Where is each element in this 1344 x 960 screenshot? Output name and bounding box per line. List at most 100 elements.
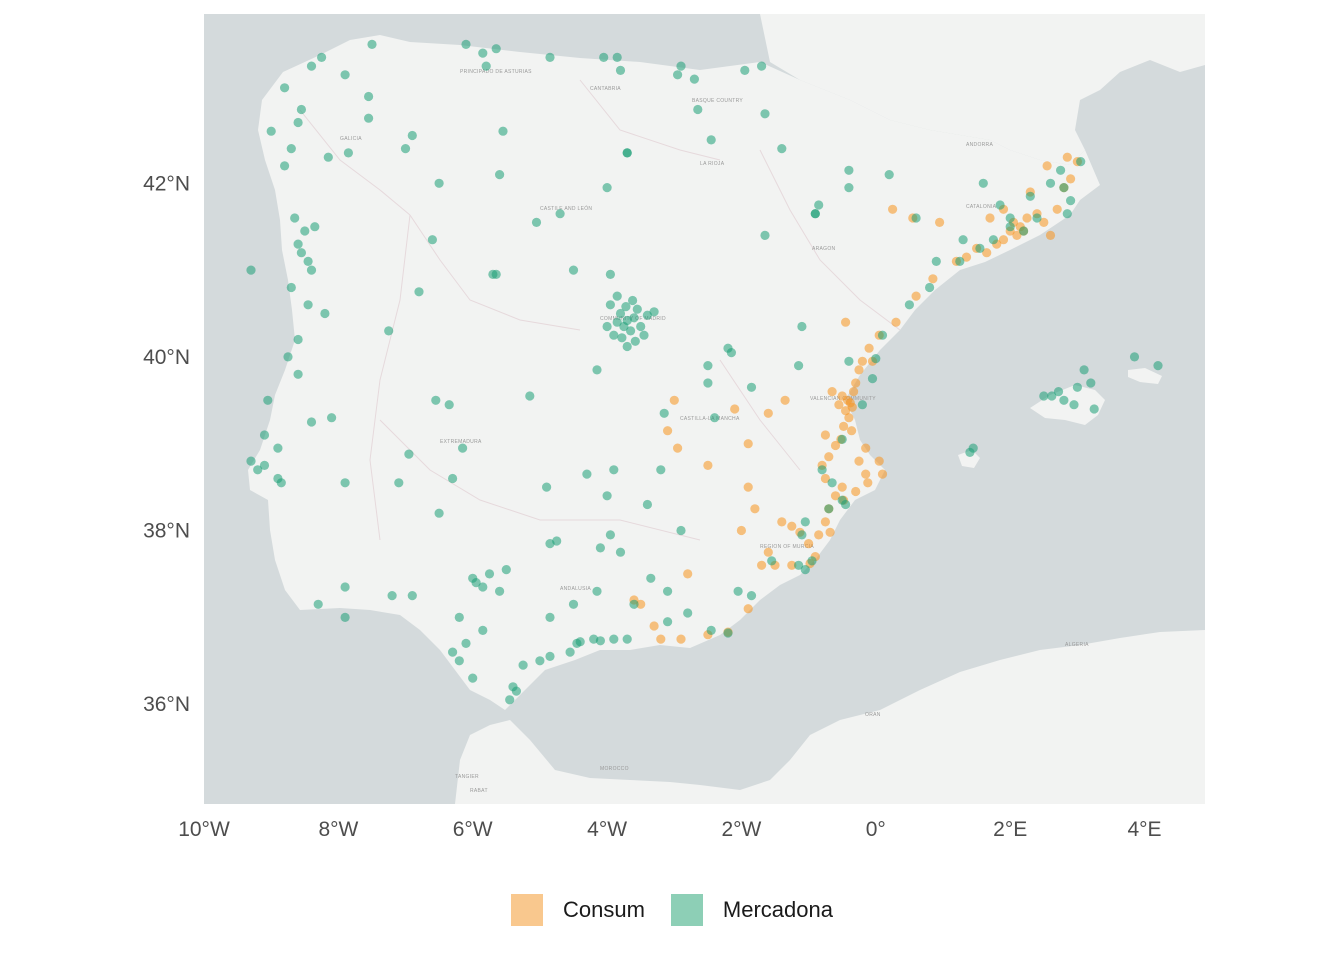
mercadona-store-point xyxy=(448,647,458,657)
mallorca-island xyxy=(1030,385,1105,425)
mercadona-store-point xyxy=(595,636,606,646)
consum-store-point xyxy=(820,473,831,484)
mercadona-store-point xyxy=(800,565,810,575)
mercadona-store-point xyxy=(1076,157,1086,167)
consum-store-point xyxy=(854,365,864,375)
mercadona-store-point xyxy=(491,44,501,54)
mercadona-store-point xyxy=(1039,391,1049,401)
basemap-label-algeria: ALGERIA xyxy=(1065,642,1089,648)
consum-store-point xyxy=(961,252,972,262)
mercadona-store-point xyxy=(733,586,743,596)
consum-store-point xyxy=(849,387,859,397)
mercadona-store-point xyxy=(622,148,632,158)
mercadona-store-point xyxy=(501,565,511,575)
basemap-label-cantabria: CANTABRIA xyxy=(590,86,621,92)
consum-store-point xyxy=(820,517,831,527)
consum-store-point xyxy=(864,343,874,353)
consum-store-point xyxy=(854,456,864,466)
legend-key-mercadona xyxy=(670,894,703,926)
mercadona-store-point xyxy=(246,456,256,466)
mercadona-store-point xyxy=(673,70,683,80)
mercadona-store-point xyxy=(400,144,411,154)
mercadona-store-point xyxy=(384,326,394,336)
mercadona-store-point xyxy=(599,52,609,63)
mercadona-store-point xyxy=(797,321,807,332)
mercadona-store-point xyxy=(293,117,303,128)
consum-store-point xyxy=(827,387,837,397)
mercadona-store-point xyxy=(458,443,468,453)
mercadona-store-point xyxy=(626,326,636,336)
x-tick-label: 6°W xyxy=(453,818,493,841)
mercadona-store-point xyxy=(565,647,575,657)
consum-store-point xyxy=(982,248,992,258)
consum-store-point xyxy=(825,527,835,537)
x-tick-label: 10°W xyxy=(178,818,230,841)
mercadona-store-point xyxy=(605,269,616,279)
mercadona-store-point xyxy=(1089,404,1099,414)
consum-store-point xyxy=(763,408,773,418)
mercadona-store-point xyxy=(844,183,854,193)
mercadona-store-point xyxy=(911,213,921,223)
mercadona-store-point xyxy=(1053,387,1064,397)
north-africa-landmass xyxy=(455,630,1205,804)
mercadona-store-point xyxy=(800,517,810,527)
basemap-label-andalusia: ANDALUSIA xyxy=(560,586,591,592)
legend: Consum Mercadona xyxy=(0,888,1344,932)
mercadona-store-point xyxy=(454,612,464,623)
consum-store-point xyxy=(841,406,851,416)
mercadona-store-point xyxy=(246,265,256,275)
consum-store-point xyxy=(736,525,747,536)
mercadona-store-point xyxy=(746,382,757,392)
menorca-island xyxy=(1128,368,1162,384)
mercadona-store-point xyxy=(602,491,612,501)
consum-store-point xyxy=(911,291,921,301)
mercadona-store-point xyxy=(676,61,686,71)
x-tick-label: 8°W xyxy=(318,818,358,841)
consum-store-point xyxy=(743,604,753,614)
legend-item-mercadona: Mercadona xyxy=(670,894,833,926)
mercadona-store-point xyxy=(777,144,787,154)
consum-store-point xyxy=(874,456,884,466)
mercadona-store-point xyxy=(958,235,968,245)
mercadona-store-point xyxy=(617,333,627,343)
consum-store-point xyxy=(1022,213,1032,223)
mercadona-store-point xyxy=(757,61,767,71)
mercadona-store-point xyxy=(844,165,854,175)
mercadona-store-point xyxy=(434,178,444,188)
mercadona-store-point xyxy=(871,354,881,364)
consum-store-point xyxy=(804,539,814,549)
consum-store-point xyxy=(787,560,797,570)
mercadona-store-point xyxy=(676,525,686,536)
region-borders xyxy=(299,79,901,541)
basemap-label-castilla-mancha: CASTILLA-LA MANCHA xyxy=(680,416,740,422)
consum-store-point xyxy=(888,204,898,214)
mercadona-store-point xyxy=(807,556,817,566)
mercadona-store-point xyxy=(810,209,820,219)
consum-store-point xyxy=(837,391,847,401)
mercadona-store-point xyxy=(454,656,464,666)
mercadona-store-point xyxy=(431,395,441,405)
mercadona-store-point xyxy=(545,651,555,662)
consum-store-point xyxy=(757,560,767,570)
mercadona-store-point xyxy=(273,443,283,453)
consum-store-point xyxy=(1039,217,1049,227)
mercadona-store-point xyxy=(1062,209,1072,219)
mercadona-store-point xyxy=(663,617,673,627)
mercadona-store-point xyxy=(612,52,622,63)
mercadona-store-point xyxy=(259,460,270,470)
consum-store-point xyxy=(820,430,831,440)
mercadona-store-point xyxy=(293,239,303,249)
mercadona-store-point xyxy=(931,256,941,266)
mercadona-store-point xyxy=(595,543,606,553)
mercadona-store-point xyxy=(767,556,777,566)
basemap-label-castile-leon: CASTILE AND LEÓN xyxy=(540,205,592,212)
mercadona-store-point xyxy=(760,109,770,119)
mercadona-store-point xyxy=(605,300,616,310)
y-axis: 42°N 40°N 38°N 36°N xyxy=(143,172,190,716)
consum-store-point xyxy=(830,440,841,451)
consum-store-point xyxy=(847,426,857,436)
consum-store-point xyxy=(703,460,713,470)
consum-store-point xyxy=(780,395,790,405)
mercadona-store-point xyxy=(649,307,659,317)
mercadona-store-point xyxy=(955,256,965,266)
